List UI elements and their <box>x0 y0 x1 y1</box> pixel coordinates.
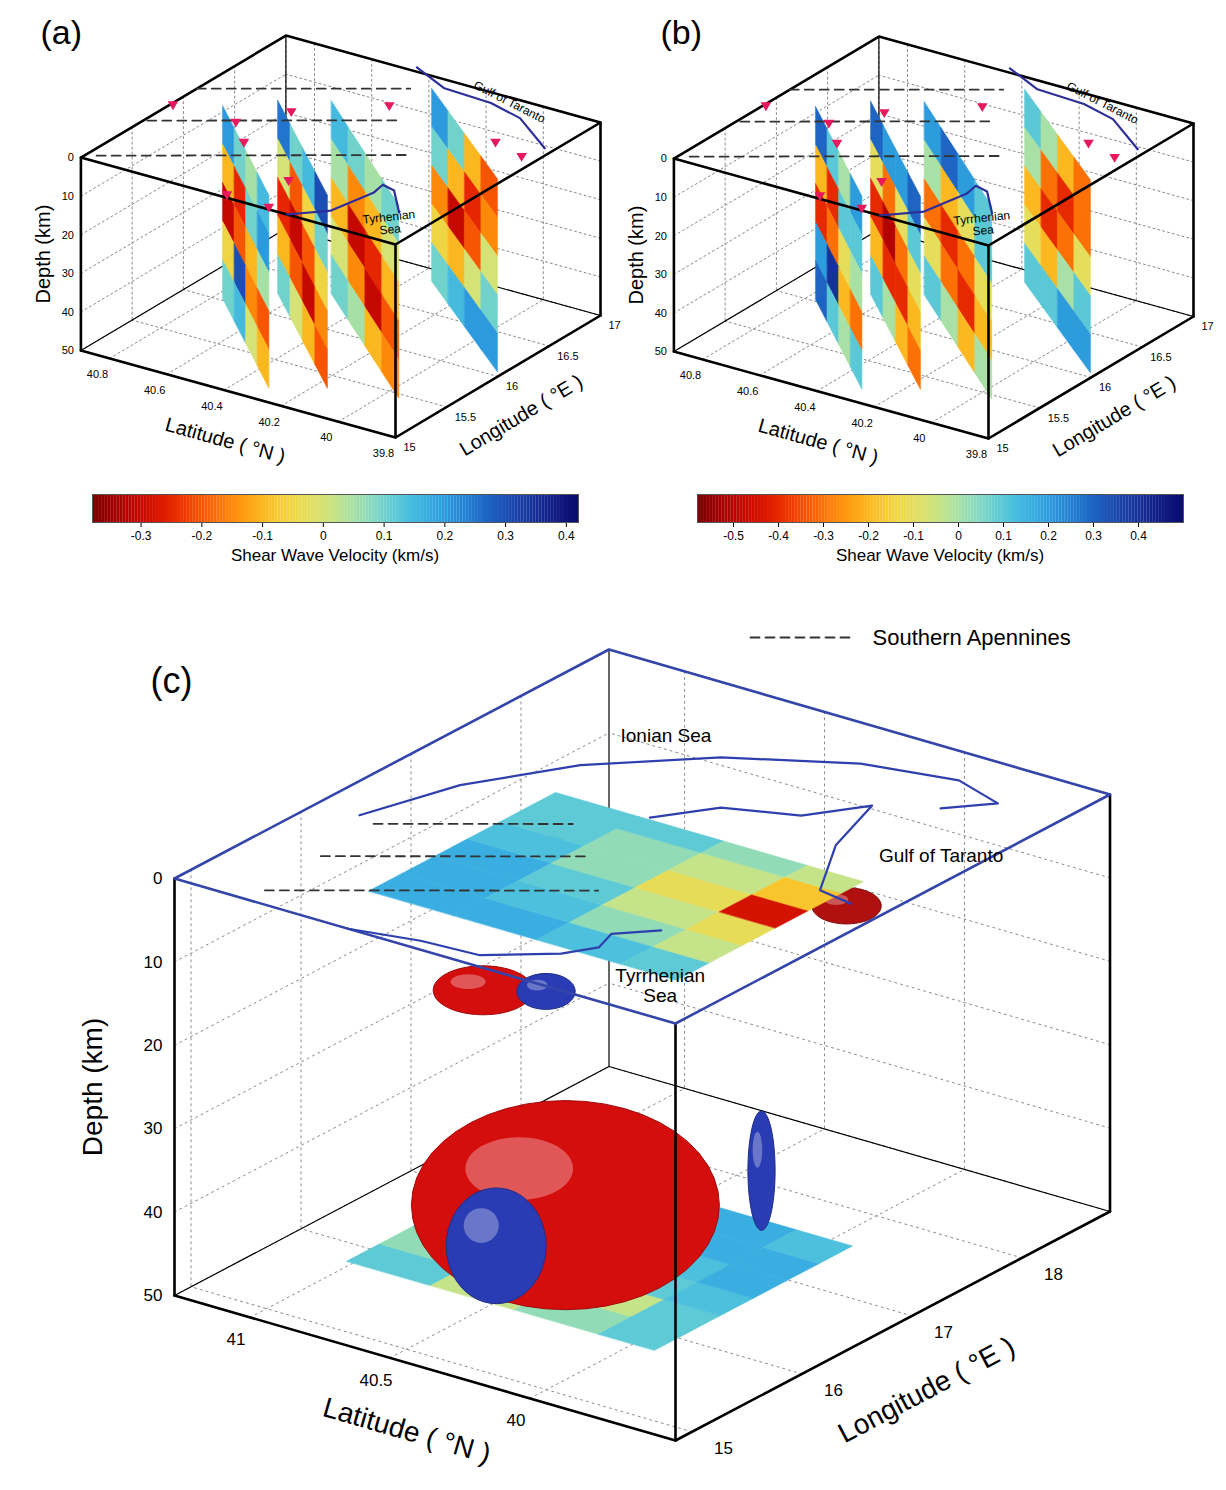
svg-text:10: 10 <box>655 191 667 203</box>
svg-text:Southern Apennines: Southern Apennines <box>873 625 1071 650</box>
svg-text:-0.2: -0.2 <box>192 529 213 543</box>
svg-text:0: 0 <box>153 869 162 888</box>
svg-text:40: 40 <box>506 1411 525 1430</box>
svg-text:40.2: 40.2 <box>258 416 279 428</box>
svg-text:0.3: 0.3 <box>1085 529 1102 543</box>
svg-text:40: 40 <box>62 306 74 318</box>
svg-text:Longitude ( °E ): Longitude ( °E ) <box>455 370 586 460</box>
svg-text:41: 41 <box>227 1330 246 1349</box>
svg-text:40.4: 40.4 <box>201 400 222 412</box>
svg-text:0.3: 0.3 <box>497 529 514 543</box>
svg-text:0: 0 <box>661 152 667 164</box>
svg-text:40.2: 40.2 <box>851 417 872 429</box>
svg-text:40.6: 40.6 <box>737 385 758 397</box>
svg-text:TyrrhenianSea: TyrrhenianSea <box>953 208 1012 240</box>
svg-text:Latitude ( °N ): Latitude ( °N ) <box>163 413 288 467</box>
svg-text:18: 18 <box>1044 1265 1063 1284</box>
svg-text:Gulf of Taranto: Gulf of Taranto <box>471 78 548 126</box>
svg-text:17: 17 <box>1202 320 1214 332</box>
svg-text:50: 50 <box>144 1286 163 1305</box>
svg-text:40.6: 40.6 <box>144 384 165 396</box>
svg-text:30: 30 <box>655 268 667 280</box>
svg-text:-0.1: -0.1 <box>903 529 924 543</box>
svg-text:20: 20 <box>62 228 74 240</box>
svg-text:(a): (a) <box>41 13 83 51</box>
svg-text:Ionian Sea: Ionian Sea <box>621 725 712 746</box>
svg-text:40: 40 <box>655 307 667 319</box>
svg-text:-0.5: -0.5 <box>723 529 744 543</box>
svg-text:16.5: 16.5 <box>557 350 578 362</box>
svg-text:40.4: 40.4 <box>794 401 815 413</box>
svg-text:16.5: 16.5 <box>1150 351 1171 363</box>
svg-text:(b): (b) <box>661 13 703 51</box>
svg-text:30: 30 <box>62 267 74 279</box>
svg-text:TyrhenianSea: TyrhenianSea <box>362 207 417 239</box>
svg-text:0: 0 <box>320 529 327 543</box>
svg-text:0: 0 <box>955 529 962 543</box>
svg-text:40: 40 <box>913 432 925 444</box>
html-text:Shear Wave Velocity (km/s): Shear Wave Velocity (km/s) <box>230 546 440 565</box>
svg-text:0.4: 0.4 <box>1130 529 1147 543</box>
svg-text:16: 16 <box>1099 381 1111 393</box>
svg-text:15: 15 <box>404 441 416 453</box>
svg-text:0.2: 0.2 <box>1040 529 1057 543</box>
svg-text:30: 30 <box>144 1119 163 1138</box>
svg-text:10: 10 <box>144 953 163 972</box>
svg-text:0.1: 0.1 <box>376 529 393 543</box>
svg-text:Gulf of Taranto: Gulf of Taranto <box>1064 79 1141 127</box>
svg-text:0: 0 <box>68 151 74 163</box>
svg-text:15: 15 <box>714 1439 733 1458</box>
svg-text:17: 17 <box>934 1323 953 1342</box>
html-text:Shear Wave Velocity (km/s): Shear Wave Velocity (km/s) <box>835 546 1045 565</box>
svg-text:50: 50 <box>62 344 74 356</box>
svg-text:(c): (c) <box>151 660 193 701</box>
svg-text:Latitude ( °N ): Latitude ( °N ) <box>756 414 881 468</box>
svg-text:16: 16 <box>506 380 518 392</box>
svg-text:Depth (km): Depth (km) <box>625 206 647 305</box>
svg-text:40.8: 40.8 <box>87 368 108 380</box>
svg-text:16: 16 <box>824 1381 843 1400</box>
svg-text:39.8: 39.8 <box>966 448 987 460</box>
svg-text:10: 10 <box>62 190 74 202</box>
svg-text:-0.2: -0.2 <box>858 529 879 543</box>
svg-text:40: 40 <box>320 431 332 443</box>
svg-text:Depth (km): Depth (km) <box>77 1018 108 1156</box>
svg-text:15.5: 15.5 <box>455 411 476 423</box>
svg-text:15: 15 <box>997 442 1009 454</box>
svg-text:39.8: 39.8 <box>373 447 394 459</box>
svg-text:-0.1: -0.1 <box>252 529 273 543</box>
svg-text:Latitude ( °N ): Latitude ( °N ) <box>320 1391 495 1469</box>
svg-text:20: 20 <box>144 1036 163 1055</box>
svg-text:15.5: 15.5 <box>1048 412 1069 424</box>
svg-text:-0.3: -0.3 <box>813 529 834 543</box>
svg-text:-0.3: -0.3 <box>131 529 152 543</box>
svg-text:50: 50 <box>655 345 667 357</box>
svg-text:Depth (km): Depth (km) <box>32 205 54 304</box>
svg-text:40.5: 40.5 <box>359 1371 392 1390</box>
svg-text:0.4: 0.4 <box>558 529 575 543</box>
svg-text:Gulf of Taranto: Gulf of Taranto <box>879 845 1003 866</box>
svg-text:20: 20 <box>655 229 667 241</box>
svg-text:Longitude ( °E ): Longitude ( °E ) <box>833 1330 1020 1448</box>
svg-text:40.8: 40.8 <box>680 369 701 381</box>
svg-text:0.1: 0.1 <box>995 529 1012 543</box>
svg-text:17: 17 <box>609 319 621 331</box>
svg-text:40: 40 <box>144 1203 163 1222</box>
svg-text:Longitude ( °E ): Longitude ( °E ) <box>1048 371 1179 461</box>
svg-text:TyrrhenianSea: TyrrhenianSea <box>615 965 705 1006</box>
svg-text:-0.4: -0.4 <box>768 529 789 543</box>
svg-text:0.2: 0.2 <box>437 529 454 543</box>
